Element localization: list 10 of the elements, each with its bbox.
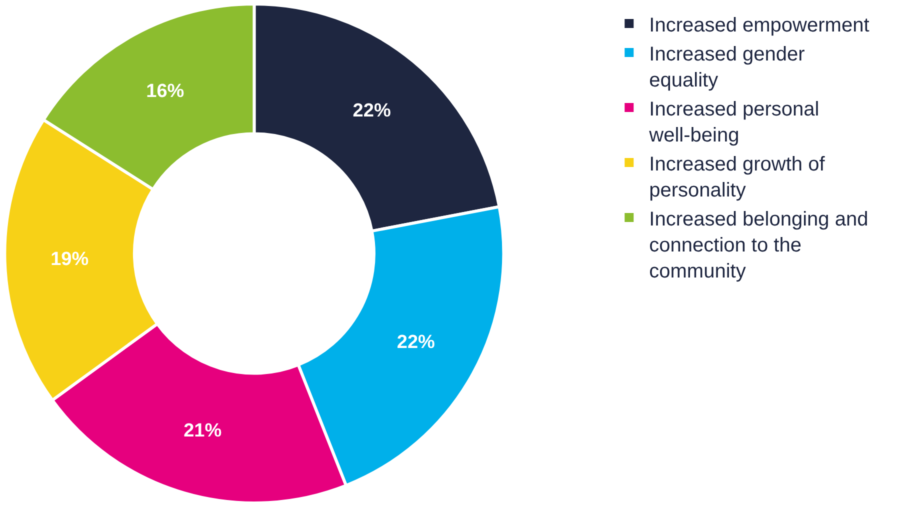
legend-label: Increased empowerment	[649, 14, 870, 36]
data-label: 16%	[146, 81, 184, 102]
legend-label: Increased belonging and connection to the community	[649, 208, 868, 282]
data-label: 19%	[50, 248, 89, 270]
data-label: 22%	[396, 332, 436, 353]
data-label: 21%	[184, 420, 222, 442]
data-label: 22%	[352, 100, 391, 122]
legend-label: Increased personal well-being	[648, 98, 820, 146]
legend-label: Increased growth of personality	[649, 153, 826, 202]
legend-label: Increased gender equality	[649, 43, 806, 92]
